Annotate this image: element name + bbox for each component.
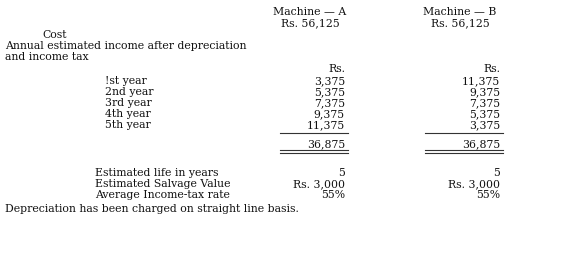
Text: 11,375: 11,375 <box>462 76 500 86</box>
Text: 2nd year: 2nd year <box>105 87 153 97</box>
Text: 3,375: 3,375 <box>314 76 345 86</box>
Text: 5: 5 <box>493 168 500 178</box>
Text: 55%: 55% <box>321 190 345 200</box>
Text: 36,875: 36,875 <box>462 139 500 149</box>
Text: Machine — A: Machine — A <box>273 7 347 17</box>
Text: Rs. 56,125: Rs. 56,125 <box>280 18 339 28</box>
Text: Estimated Salvage Value: Estimated Salvage Value <box>95 179 230 189</box>
Text: Rs.: Rs. <box>483 64 500 74</box>
Text: and income tax: and income tax <box>5 52 89 62</box>
Text: Rs.: Rs. <box>328 64 345 74</box>
Text: Estimated life in years: Estimated life in years <box>95 168 219 178</box>
Text: Cost: Cost <box>43 30 67 40</box>
Text: 36,875: 36,875 <box>307 139 345 149</box>
Text: 9,375: 9,375 <box>469 87 500 97</box>
Text: 5th year: 5th year <box>105 120 151 130</box>
Text: 7,375: 7,375 <box>314 98 345 108</box>
Text: !st year: !st year <box>105 76 147 86</box>
Text: 7,375: 7,375 <box>469 98 500 108</box>
Text: 55%: 55% <box>476 190 500 200</box>
Text: 5,375: 5,375 <box>469 109 500 119</box>
Text: Rs. 3,000: Rs. 3,000 <box>448 179 500 189</box>
Text: Average Income-tax rate: Average Income-tax rate <box>95 190 230 200</box>
Text: Rs. 56,125: Rs. 56,125 <box>430 18 490 28</box>
Text: 3rd year: 3rd year <box>105 98 152 108</box>
Text: Annual estimated income after depreciation: Annual estimated income after depreciati… <box>5 41 247 51</box>
Text: Machine — B: Machine — B <box>423 7 497 17</box>
Text: Rs. 3,000: Rs. 3,000 <box>293 179 345 189</box>
Text: 5,375: 5,375 <box>314 87 345 97</box>
Text: 9,375: 9,375 <box>314 109 345 119</box>
Text: 3,375: 3,375 <box>469 120 500 130</box>
Text: 4th year: 4th year <box>105 109 151 119</box>
Text: 5: 5 <box>338 168 345 178</box>
Text: 11,375: 11,375 <box>307 120 345 130</box>
Text: Depreciation has been charged on straight line basis.: Depreciation has been charged on straigh… <box>5 204 299 214</box>
